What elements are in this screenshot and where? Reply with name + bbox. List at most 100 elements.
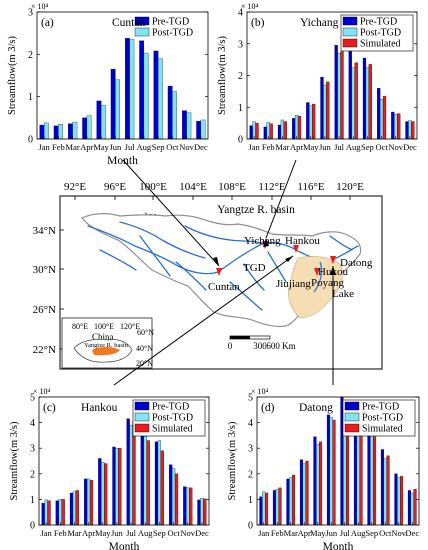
panel-title: Yichang <box>300 17 339 29</box>
inset-lon: 100°E <box>94 322 114 331</box>
bar-pre-tgd-mar <box>277 124 282 140</box>
legend-label: Post-TGD <box>362 413 403 424</box>
label-cuntan: Cuntan <box>208 281 240 293</box>
label-yichang: Yichang <box>244 235 281 247</box>
bar-pre-tgd-dec <box>405 121 409 140</box>
map-lat-labels: 34°N 30°N 26°N 22°N <box>33 225 56 356</box>
x-tick-label: Aug <box>346 142 361 152</box>
bar-post-tgd-jun <box>329 417 333 526</box>
bar-simulated-jul <box>132 421 136 526</box>
bar-post-tgd-may <box>101 462 105 526</box>
bar-pre-tgd-jan <box>41 503 45 526</box>
bar-post-tgd-dec <box>200 119 206 140</box>
panel-title: Cuntan <box>112 17 145 29</box>
bar-pre-tgd-dec <box>196 121 202 140</box>
poyang-lake <box>288 256 343 319</box>
bar-pre-tgd-feb <box>55 500 59 526</box>
bar-pre-tgd-oct <box>377 88 381 140</box>
bar-post-tgd-nov <box>397 477 401 526</box>
x-tick-label: Aug <box>138 528 153 538</box>
bar-simulated-mar <box>291 474 296 526</box>
legend-swatch <box>134 401 150 411</box>
x-tick-label: Dec <box>195 528 209 538</box>
bar-pre-tgd-mar <box>69 492 74 526</box>
bar-pre-tgd-sep <box>367 427 371 526</box>
arrow-to-hankou <box>113 255 294 386</box>
bar-post-tgd-jan <box>44 499 48 526</box>
bar-simulated-nov <box>399 476 404 526</box>
bar-post-tgd-mar <box>72 491 77 526</box>
y-tick-label: 4 <box>238 8 243 19</box>
bar-pre-tgd-dec <box>197 499 201 526</box>
bar-pre-tgd-feb <box>53 125 59 140</box>
bar-pre-tgd-oct <box>167 85 173 140</box>
x-axis-label: Month <box>109 541 140 550</box>
bar-pre-tgd-aug <box>348 49 352 140</box>
y-tick-label: 2 <box>238 71 243 82</box>
y-tick-label: 0 <box>238 135 243 146</box>
bar-simulated-feb <box>61 499 65 526</box>
basin-map: 92°E 96°E 100°E 104°E 108°E 112°E 116°E … <box>33 181 383 370</box>
panel-letter: (a) <box>41 17 54 29</box>
bar-simulated-jan <box>255 122 259 140</box>
x-tick-label: Jun <box>109 142 122 152</box>
bar-simulated-aug <box>354 62 358 140</box>
bar-post-tgd-sep <box>157 440 162 526</box>
bar-post-tgd-jul <box>129 425 133 526</box>
bar-simulated-apr <box>305 460 309 526</box>
panel-a-cuntan: × 10⁴ 0 1 2 3 Jan Feb Mar Apr May Jun Jul Aug Sep Oct N… <box>7 2 209 167</box>
x-tick-label: May <box>310 528 326 538</box>
bar-pre-tgd-aug <box>139 40 145 140</box>
bar-post-tgd-may <box>309 105 313 140</box>
bar-pre-tgd-jul <box>126 418 130 526</box>
y-tick-label: 0 <box>248 521 253 532</box>
label-tgd: TGD <box>243 262 266 274</box>
y-axis-label: Streamflow(m 3/s) <box>9 421 20 501</box>
axis-exponent: × 10⁴ <box>251 387 269 396</box>
y-tick-label: 0 <box>28 135 33 146</box>
bar-post-tgd-feb <box>58 499 62 526</box>
x-tick-label: Nov <box>180 528 195 538</box>
bar-pre-tgd-apr <box>292 118 296 140</box>
label-lake: Lake <box>332 288 354 300</box>
legend-swatch <box>342 38 358 48</box>
y-tick-label: 3 <box>30 444 35 455</box>
y-tick-label: 1 <box>238 103 243 114</box>
bar-post-tgd-oct <box>379 99 384 140</box>
y-tick-label: 4 <box>248 418 253 429</box>
panel-letter: (c) <box>43 402 56 414</box>
arrow-to-cuntan <box>122 159 220 267</box>
bar-post-tgd-aug <box>143 436 147 526</box>
scale-label: 300 <box>253 341 267 351</box>
bar-pre-tgd-jan <box>249 125 253 140</box>
bar-pre-tgd-jul <box>334 45 338 140</box>
x-tick-label: Apr <box>298 528 311 538</box>
x-tick-label: Dec <box>194 142 208 152</box>
lon-label: 92°E <box>64 181 86 193</box>
scale-label: 0 <box>228 341 233 351</box>
lon-label: 108°E <box>218 181 246 193</box>
bar-post-tgd-apr <box>86 115 92 140</box>
bar-pre-tgd-dec <box>407 490 411 526</box>
bar-pre-tgd-oct <box>169 464 173 526</box>
x-tick-label: Apr <box>80 142 93 152</box>
inset-lat: 60°N <box>137 328 154 337</box>
legend-swatch <box>134 423 150 433</box>
station-marker-datong <box>330 256 336 264</box>
bar-post-tgd-aug <box>143 52 149 140</box>
x-tick-label: Dec <box>403 142 417 152</box>
x-tick-label: Aug <box>137 142 152 152</box>
x-tick-label: Aug <box>351 528 366 538</box>
bar-pre-tgd-apr <box>82 117 88 140</box>
bar-post-tgd-dec <box>410 492 414 526</box>
bar-simulated-jan <box>264 492 269 526</box>
legend-swatch <box>344 423 360 433</box>
legend-label: Post-TGD <box>360 28 401 39</box>
bar-simulated-sep <box>160 450 164 526</box>
x-tick-label: Apr <box>290 142 303 152</box>
y-tick-label: 5 <box>248 393 253 404</box>
x-tick-label: Mar <box>275 142 289 152</box>
inset-china-label: China <box>92 332 114 342</box>
legend-label: Post-TGD <box>152 28 193 39</box>
